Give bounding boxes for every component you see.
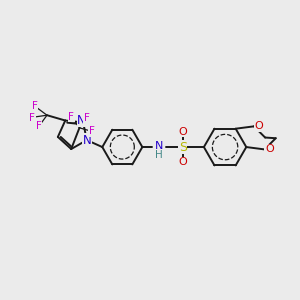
Text: F: F <box>89 126 95 136</box>
Text: N: N <box>155 142 163 152</box>
Text: N: N <box>82 134 91 147</box>
Text: F: F <box>36 122 42 131</box>
Text: O: O <box>254 121 263 131</box>
Text: H: H <box>155 150 163 160</box>
Text: F: F <box>29 112 35 123</box>
Text: S: S <box>179 141 187 154</box>
Text: F: F <box>32 101 38 111</box>
Text: N: N <box>77 114 86 127</box>
Text: F: F <box>84 113 90 123</box>
Text: O: O <box>265 144 274 154</box>
Text: O: O <box>178 127 187 137</box>
Text: O: O <box>178 158 187 167</box>
Text: F: F <box>68 112 74 122</box>
